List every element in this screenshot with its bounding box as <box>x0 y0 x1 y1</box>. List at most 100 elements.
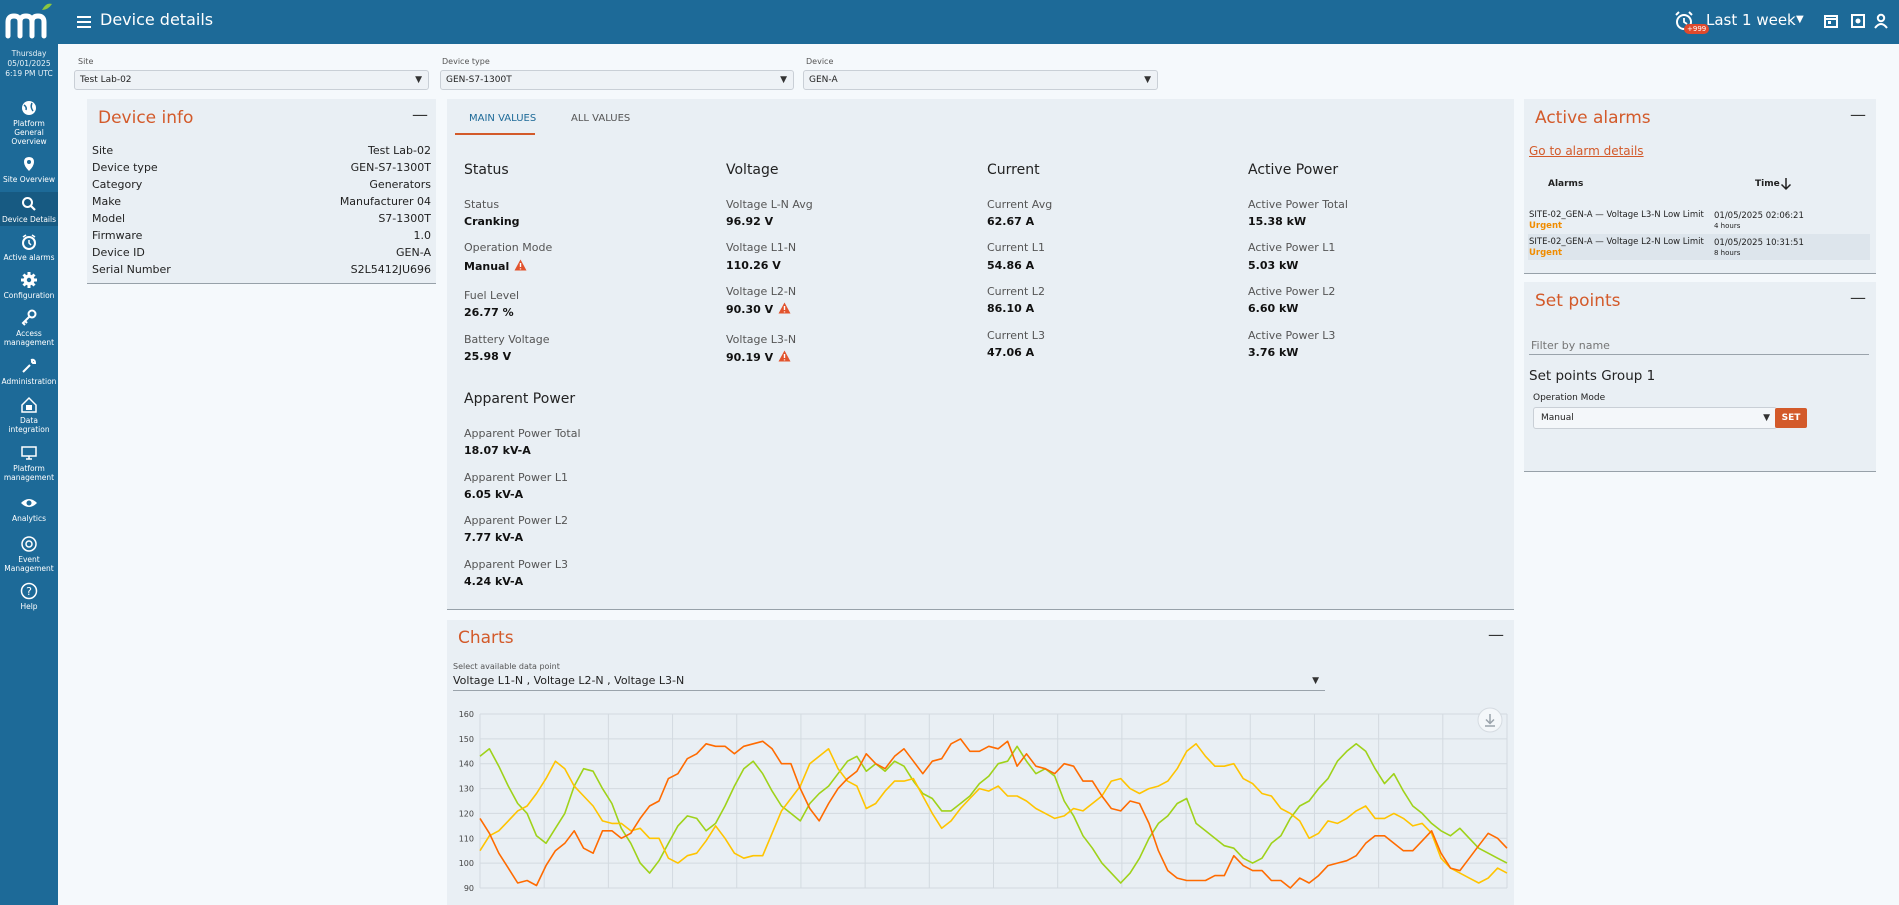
metric-label: Apparent Power Total <box>464 427 581 440</box>
sidebar-item-active-alarms[interactable]: Active alarms <box>0 233 58 267</box>
collapse-icon[interactable]: — <box>412 105 428 124</box>
eye-icon <box>20 494 38 512</box>
menu-icon[interactable] <box>74 12 94 32</box>
sidebar-item-label: Administration <box>1 377 57 386</box>
device-select-label: Device <box>806 57 834 66</box>
user-icon[interactable] <box>1872 12 1890 30</box>
sidebar-item-help[interactable]: ? Help <box>0 582 58 616</box>
metric-value: 54.86 A <box>987 259 1035 272</box>
set-points-filter-input[interactable] <box>1529 337 1869 355</box>
series-line-2[interactable] <box>479 742 1508 884</box>
metric-value: 47.06 A <box>987 346 1035 359</box>
collapse-icon[interactable]: — <box>1850 105 1866 124</box>
metric-value: 25.98 V <box>464 350 512 363</box>
chevron-down-icon: ▼ <box>780 75 787 85</box>
sidebar-item-label: Configuration <box>3 291 55 300</box>
download-icon[interactable] <box>1477 707 1503 733</box>
tab-main-values[interactable]: MAIN VALUES <box>469 113 537 124</box>
info-row-site: Site Test Lab-02 <box>92 144 431 160</box>
sidebar-item-label: Data integration <box>8 416 50 434</box>
set-points-panel: Set points — Set points Group 1 Operatio… <box>1524 282 1876 472</box>
collapse-icon[interactable]: — <box>1850 288 1866 307</box>
sidebar-item-analytics[interactable]: Analytics <box>0 494 58 528</box>
metric-label: Battery Voltage <box>464 333 550 346</box>
metric-label: Apparent Power L3 <box>464 558 568 571</box>
snapshot-icon[interactable] <box>1849 12 1867 30</box>
metric-label: Voltage L2-N <box>726 285 797 298</box>
alarm-count-badge[interactable]: +999 <box>1684 24 1710 34</box>
arrow-down-icon[interactable] <box>1780 176 1792 195</box>
info-key: Device type <box>92 161 158 174</box>
sidebar-item-platform-overview[interactable]: Platform General Overview <box>0 99 58 146</box>
operation-mode-select[interactable]: Manual ▼ <box>1533 407 1777 429</box>
info-key: Serial Number <box>92 263 171 276</box>
metric-value: 96.92 V <box>726 215 774 228</box>
sidebar-item-administration[interactable]: Administration <box>0 357 58 391</box>
alarm-row[interactable]: SITE-02_GEN-A — Voltage L2-N Low Limit U… <box>1528 234 1870 260</box>
device-type-select[interactable]: GEN-S7-1300T ▼ <box>440 70 794 90</box>
time-range-select[interactable]: Last 1 week <box>1706 11 1796 29</box>
metric-value: 5.03 kW <box>1248 259 1299 272</box>
charts-panel: Charts — Select available data point Vol… <box>447 620 1514 905</box>
series-line-3[interactable] <box>479 738 1508 889</box>
metric-label: Voltage L1-N <box>726 241 797 254</box>
collapse-icon[interactable]: — <box>1488 625 1504 644</box>
metric-value: 90.30 V <box>726 303 774 316</box>
alarm-severity: Urgent <box>1529 248 1563 258</box>
info-key: Device ID <box>92 246 145 259</box>
alarm-description: SITE-02_GEN-A — Voltage L3-N Low Limit <box>1529 210 1704 220</box>
metric-label: Active Power L1 <box>1248 241 1336 254</box>
metric-label: Operation Mode <box>464 241 553 254</box>
y-tick-label: 110 <box>459 834 474 843</box>
device-type-select-label: Device type <box>442 57 490 66</box>
metric-value: 6.60 kW <box>1248 302 1299 315</box>
y-tick-label: 150 <box>459 735 474 744</box>
time-column-header[interactable]: Time <box>1755 179 1780 189</box>
set-button[interactable]: SET <box>1775 408 1807 428</box>
device-select[interactable]: GEN-A ▼ <box>803 70 1158 90</box>
info-key: Site <box>92 144 114 157</box>
y-tick-label: 140 <box>459 760 474 769</box>
event-icon <box>20 535 38 553</box>
sidebar-item-event-management[interactable]: Event Management <box>0 535 58 577</box>
sidebar-item-label: Access management <box>3 329 55 347</box>
metric-value: 15.38 kW <box>1248 215 1307 228</box>
series-line-1[interactable] <box>479 742 1508 884</box>
tab-all-values[interactable]: ALL VALUES <box>571 113 631 124</box>
sidebar-item-device-details[interactable]: Device Details <box>0 192 58 226</box>
y-tick-label: 90 <box>464 884 474 893</box>
chevron-down-icon: ▼ <box>1312 676 1319 686</box>
sidebar-item-data-integration[interactable]: Data integration <box>0 396 58 438</box>
sidebar-item-configuration[interactable]: Configuration <box>0 271 58 305</box>
alarm-row[interactable]: SITE-02_GEN-A — Voltage L3-N Low Limit U… <box>1528 207 1870 233</box>
sidebar-item-access-management[interactable]: Access management <box>0 309 58 351</box>
voltage-line-chart: 160 150 140 130 120 110 100 90 <box>459 707 1508 893</box>
site-select-value: Test Lab-02 <box>80 75 132 85</box>
date-date: 05/01/2025 <box>7 59 51 68</box>
data-point-select-label: Select available data point <box>453 662 560 671</box>
info-key: Category <box>92 178 143 191</box>
app-logo[interactable] <box>0 0 58 44</box>
sidebar-item-site-overview[interactable]: Site Overview <box>0 155 58 189</box>
page-title: Device details <box>100 10 214 29</box>
active-tab-indicator <box>455 133 535 135</box>
info-row-make: Make Manufacturer 04 <box>92 195 431 211</box>
y-tick-label: 100 <box>459 859 474 868</box>
alarm-details-link[interactable]: Go to alarm details <box>1529 144 1644 158</box>
site-select[interactable]: Test Lab-02 ▼ <box>74 70 429 90</box>
info-key: Model <box>92 212 126 225</box>
metric-value: 110.26 V <box>726 259 781 272</box>
chevron-down-icon[interactable]: ▼ <box>1796 14 1804 25</box>
alarms-column-header[interactable]: Alarms <box>1548 179 1584 189</box>
metric-value: 18.07 kV-A <box>464 444 531 457</box>
map-pin-icon <box>20 155 38 173</box>
metric-label: Current Avg <box>987 198 1053 211</box>
metric-value: 6.05 kV-A <box>464 488 524 501</box>
date-time: 6:19 PM UTC <box>5 69 53 78</box>
metric-value-operation-mode: Manual <box>464 259 527 274</box>
info-row-serial-number: Serial Number S2L5412JU696 <box>92 263 431 279</box>
data-point-select[interactable]: Voltage L1-N , Voltage L2-N , Voltage L3… <box>453 673 1325 691</box>
sidebar-item-platform-management[interactable]: Platform management <box>0 444 58 486</box>
calendar-icon[interactable] <box>1822 12 1840 30</box>
metric-value: 86.10 A <box>987 302 1035 315</box>
